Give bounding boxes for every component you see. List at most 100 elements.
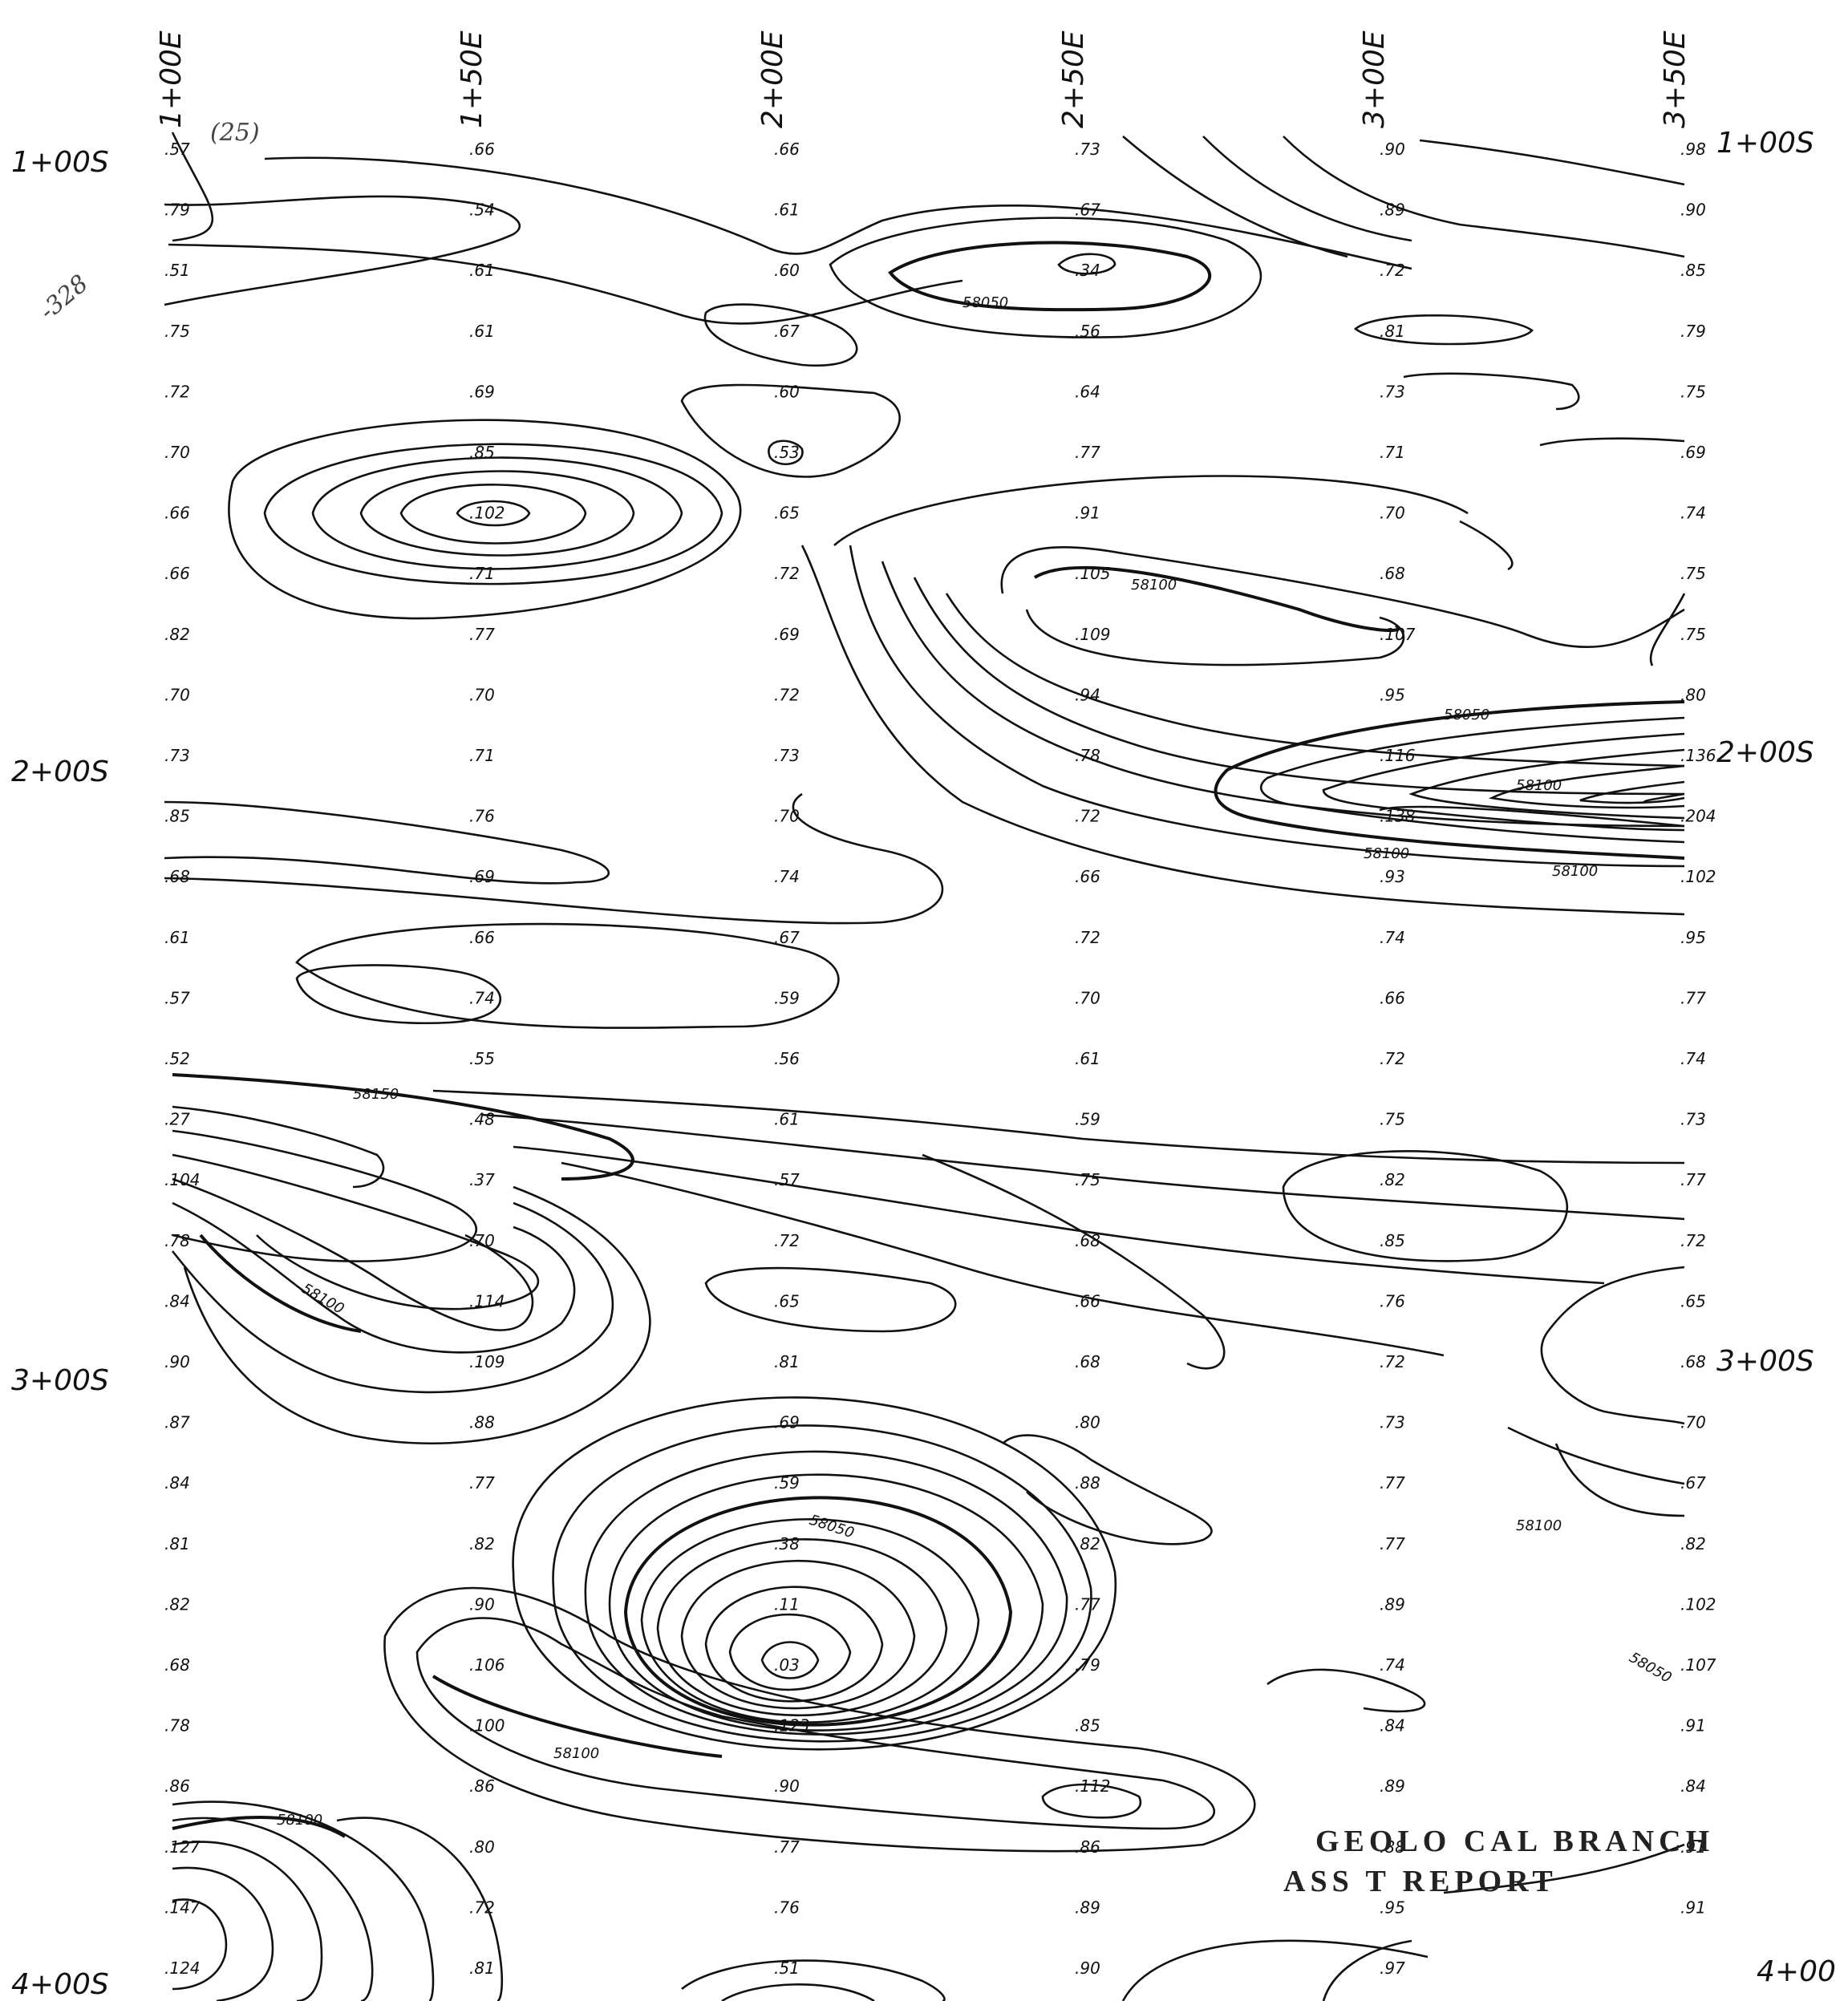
station-reading: .67 [1680,1473,1706,1493]
station-reading: .102 [1680,1594,1716,1614]
station-reading: .61 [1075,1049,1100,1068]
station-reading: .71 [1380,443,1405,462]
station-reading: .71 [469,564,495,583]
northing-label: 3+00S [11,1364,109,1397]
station-reading: .77 [1380,1534,1405,1553]
station-reading: .75 [1075,1170,1100,1189]
northing-label: 3+00S [1716,1345,1814,1378]
station-reading: .112 [1075,1776,1111,1796]
station-reading: .56 [774,1049,800,1068]
station-reading: .90 [1380,140,1405,159]
station-reading: .77 [469,1473,495,1493]
contour-label: 58100 [1516,1517,1562,1534]
station-reading: .84 [164,1291,190,1310]
station-reading: .51 [164,261,190,280]
station-reading: .72 [774,1231,800,1250]
station-reading: .77 [1680,988,1706,1007]
station-reading: .82 [469,1534,495,1553]
stamp-line: GEOLO CAL BRANCH [1315,1825,1714,1858]
station-reading: .69 [469,382,495,401]
station-reading: .82 [1380,1170,1405,1189]
station-reading: .109 [469,1352,505,1371]
easting-label: 2+00E [756,30,789,128]
station-reading: .91 [1680,1716,1706,1736]
station-reading: .84 [164,1473,190,1493]
station-reading: .71 [469,746,495,765]
station-reading: .79 [1680,322,1706,341]
station-reading: .116 [1380,746,1416,765]
station-reading: .70 [164,443,190,462]
station-reading: .85 [1680,261,1706,280]
station-reading: .64 [1075,382,1100,401]
station-reading: .75 [164,322,190,341]
station-reading: .93 [1380,867,1405,886]
station-reading: .75 [1680,625,1706,644]
northing-label: 2+00S [1716,736,1814,769]
station-reading: .104 [164,1170,201,1189]
northing-label: 2+00S [11,755,109,788]
station-reading: .67 [1075,201,1100,220]
station-reading: .85 [1075,1716,1100,1736]
station-reading: .73 [1380,1413,1405,1432]
geological-branch-stamp: GEOLO CAL BRANCH ASS T REPORT [1283,1825,1714,1898]
station-readings: .57 .79 .51 .75 .72 .70 .66 .66 .82 .70 .73 .85 .68.… [164,140,1716,1978]
station-reading: .70 [1075,988,1100,1007]
station-reading: .79 [164,201,190,220]
station-reading: .60 [774,261,800,280]
station-reading: .69 [1680,443,1706,462]
station-reading: .38 [774,1534,800,1553]
station-reading: .78 [164,1716,190,1736]
station-reading: .73 [1680,1110,1706,1129]
station-reading: .75 [1380,1110,1405,1129]
northing-label: 4+00 [1757,1955,1836,1988]
station-reading: .75 [1680,382,1706,401]
station-reading: .65 [1680,1291,1706,1310]
handwritten-note: -328 [34,269,94,326]
station-reading: .102 [469,504,505,523]
station-reading: .88 [1380,1837,1405,1857]
station-reading: .89 [1380,1594,1405,1614]
station-reading: .89 [1075,1898,1100,1917]
station-reading: .54 [469,201,495,220]
station-reading: .77 [1075,1594,1100,1614]
station-reading: .48 [469,1110,495,1129]
station-reading: .80 [1075,1413,1100,1432]
easting-axis: 1+00E 1+50E 2+00E 2+50E 3+00E 3+50E [155,30,1692,128]
station-reading: .66 [1075,867,1100,886]
contour-label: 58100 [1364,845,1409,862]
station-reading: .74 [774,867,800,886]
station-reading: .72 [774,685,800,704]
station-reading: .107 [1680,1655,1716,1675]
station-reading: .81 [1380,322,1405,341]
contour-label: 58050 [1444,707,1489,723]
station-reading: .88 [469,1413,495,1432]
station-reading: .91 [1680,1898,1706,1917]
station-reading: .61 [774,1110,800,1129]
station-reading: .84 [1380,1716,1405,1736]
station-reading: .74 [1380,1655,1405,1675]
station-reading: .74 [1380,928,1405,947]
station-reading: .109 [1075,625,1111,644]
station-reading: .136 [1680,746,1716,765]
station-reading: .66 [469,928,495,947]
station-reading: .102 [1680,867,1716,886]
station-reading: .72 [1075,928,1100,947]
station-reading: .95 [1680,928,1706,947]
station-reading: .107 [1380,625,1416,644]
contour-label: 58050 [807,1512,856,1542]
station-reading: .94 [1075,685,1100,704]
station-reading: .70 [469,1231,495,1250]
easting-label: 1+50E [456,30,488,128]
station-reading: .124 [164,1958,201,1978]
station-reading: .74 [469,988,495,1007]
station-reading: .68 [1680,1352,1706,1371]
station-reading: .72 [1380,261,1405,280]
station-reading: .37 [469,1170,495,1189]
station-reading: .59 [774,988,800,1007]
station-reading: .77 [1380,1473,1405,1493]
station-reading: .82 [164,1594,190,1614]
northing-label: 1+00S [1716,127,1814,160]
station-reading: .82 [1680,1534,1706,1553]
station-reading: .72 [1380,1352,1405,1371]
station-reading: .59 [774,1473,800,1493]
